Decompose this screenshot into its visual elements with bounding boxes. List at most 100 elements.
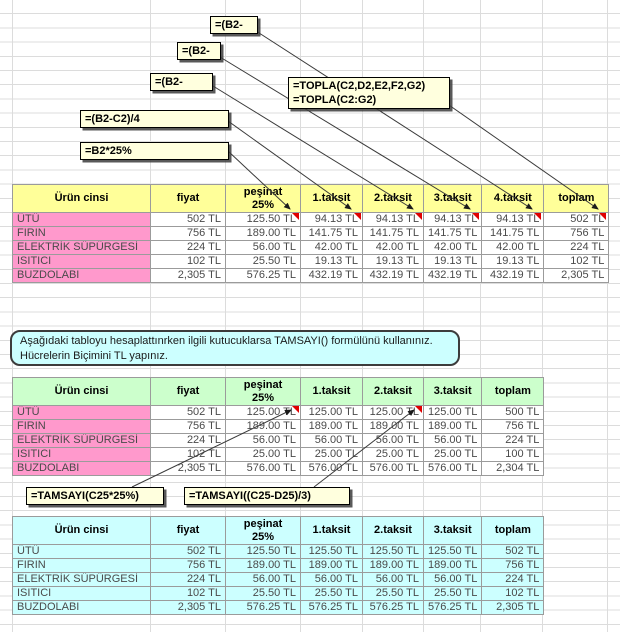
column-header-cell[interactable]: 1.taksit bbox=[300, 377, 363, 406]
value-cell[interactable]: 42.00 TL bbox=[300, 240, 363, 255]
value-cell[interactable]: 224 TL bbox=[481, 433, 545, 448]
product-name-cell[interactable]: ISITICI bbox=[12, 254, 151, 269]
value-cell[interactable]: 576.25 TL bbox=[225, 268, 301, 283]
value-cell[interactable]: 56.00 TL bbox=[422, 572, 483, 587]
formula-callout-4taksit[interactable]: =(B2- bbox=[210, 16, 258, 34]
value-cell[interactable]: 56.00 TL bbox=[225, 240, 301, 255]
value-cell[interactable]: 576.25 TL bbox=[362, 600, 424, 615]
value-cell[interactable]: 94.13 TL bbox=[422, 212, 483, 227]
value-cell[interactable]: 25.50 TL bbox=[225, 586, 301, 601]
value-cell[interactable]: 102 TL bbox=[150, 447, 226, 462]
value-cell[interactable]: 56.00 TL bbox=[362, 433, 424, 448]
product-name-cell[interactable]: ÜTÜ bbox=[12, 405, 151, 420]
value-cell[interactable]: 432.19 TL bbox=[362, 268, 424, 283]
formula-callout-tamsayi-taksit[interactable]: =TAMSAYI((C25-D25)/3) bbox=[184, 487, 350, 505]
value-cell[interactable]: 432.19 TL bbox=[481, 268, 545, 283]
column-header-cell[interactable]: 1.taksit bbox=[300, 184, 363, 213]
value-cell[interactable]: 42.00 TL bbox=[422, 240, 483, 255]
value-cell[interactable]: 502 TL bbox=[150, 405, 226, 420]
value-cell[interactable]: 2,305 TL bbox=[481, 600, 545, 615]
product-name-cell[interactable]: FIRIN bbox=[12, 226, 151, 241]
value-cell[interactable]: 42.00 TL bbox=[481, 240, 545, 255]
value-cell[interactable]: 432.19 TL bbox=[300, 268, 363, 283]
value-cell[interactable]: 189.00 TL bbox=[300, 419, 363, 434]
column-header-cell[interactable]: 2.taksit bbox=[362, 377, 424, 406]
column-header-cell[interactable]: 4.taksit bbox=[481, 184, 545, 213]
value-cell[interactable]: 94.13 TL bbox=[362, 212, 424, 227]
value-cell[interactable]: 125.50 TL bbox=[225, 544, 301, 559]
value-cell[interactable]: 2,305 TL bbox=[543, 268, 610, 283]
value-cell[interactable]: 102 TL bbox=[150, 586, 226, 601]
value-cell[interactable]: 576.00 TL bbox=[422, 461, 483, 476]
value-cell[interactable]: 125.50 TL bbox=[422, 544, 483, 559]
value-cell[interactable]: 224 TL bbox=[150, 433, 226, 448]
column-header-cell[interactable]: 2.taksit bbox=[362, 516, 424, 545]
value-cell[interactable]: 576.25 TL bbox=[225, 600, 301, 615]
formula-callout-2taksit[interactable]: =(B2- bbox=[150, 73, 213, 91]
value-cell[interactable]: 19.13 TL bbox=[300, 254, 363, 269]
value-cell[interactable]: 25.00 TL bbox=[300, 447, 363, 462]
value-cell[interactable]: 502 TL bbox=[481, 544, 545, 559]
value-cell[interactable]: 141.75 TL bbox=[362, 226, 424, 241]
formula-callout-toplam[interactable]: =TOPLA(C2,D2,E2,F2,G2) =TOPLA(C2:G2) bbox=[288, 77, 450, 109]
column-header-cell[interactable]: fiyat bbox=[150, 377, 226, 406]
value-cell[interactable]: 756 TL bbox=[150, 558, 226, 573]
value-cell[interactable]: 189.00 TL bbox=[422, 558, 483, 573]
value-cell[interactable]: 432.19 TL bbox=[422, 268, 483, 283]
value-cell[interactable]: 94.13 TL bbox=[300, 212, 363, 227]
value-cell[interactable]: 224 TL bbox=[481, 572, 545, 587]
value-cell[interactable]: 756 TL bbox=[481, 419, 545, 434]
column-header-cell[interactable]: Ürün cinsi bbox=[12, 377, 151, 406]
value-cell[interactable]: 189.00 TL bbox=[225, 226, 301, 241]
product-name-cell[interactable]: ELEKTRİK SÜPÜRGESİ bbox=[12, 240, 151, 255]
value-cell[interactable]: 502 TL bbox=[543, 212, 610, 227]
value-cell[interactable]: 502 TL bbox=[150, 544, 226, 559]
value-cell[interactable]: 125.00 TL bbox=[422, 405, 483, 420]
instruction-note[interactable]: Aşağıdaki tabloyu hesaplattınrken ilgili… bbox=[10, 330, 460, 366]
value-cell[interactable]: 56.00 TL bbox=[225, 433, 301, 448]
value-cell[interactable]: 500 TL bbox=[481, 405, 545, 420]
value-cell[interactable]: 224 TL bbox=[150, 572, 226, 587]
formula-callout-tamsayi-pesinat[interactable]: =TAMSAYI(C25*25%) bbox=[26, 487, 164, 505]
value-cell[interactable]: 42.00 TL bbox=[362, 240, 424, 255]
value-cell[interactable]: 756 TL bbox=[150, 226, 226, 241]
value-cell[interactable]: 2,305 TL bbox=[150, 268, 226, 283]
value-cell[interactable]: 25.00 TL bbox=[362, 447, 424, 462]
value-cell[interactable]: 125.50 TL bbox=[300, 544, 363, 559]
product-name-cell[interactable]: BUZDOLABI bbox=[12, 461, 151, 476]
value-cell[interactable]: 25.50 TL bbox=[300, 586, 363, 601]
value-cell[interactable]: 224 TL bbox=[543, 240, 610, 255]
value-cell[interactable]: 141.75 TL bbox=[422, 226, 483, 241]
product-name-cell[interactable]: FIRIN bbox=[12, 558, 151, 573]
column-header-cell[interactable]: Ürün cinsi bbox=[12, 516, 151, 545]
product-name-cell[interactable]: ÜTÜ bbox=[12, 212, 151, 227]
value-cell[interactable]: 102 TL bbox=[543, 254, 610, 269]
value-cell[interactable]: 19.13 TL bbox=[481, 254, 545, 269]
value-cell[interactable]: 102 TL bbox=[481, 586, 545, 601]
value-cell[interactable]: 25.50 TL bbox=[225, 254, 301, 269]
value-cell[interactable]: 756 TL bbox=[150, 419, 226, 434]
value-cell[interactable]: 125.50 TL bbox=[362, 544, 424, 559]
value-cell[interactable]: 189.00 TL bbox=[422, 419, 483, 434]
value-cell[interactable]: 189.00 TL bbox=[225, 419, 301, 434]
column-header-cell[interactable]: 3.taksit bbox=[422, 184, 483, 213]
column-header-cell[interactable]: 3.taksit bbox=[422, 377, 483, 406]
value-cell[interactable]: 56.00 TL bbox=[300, 572, 363, 587]
value-cell[interactable]: 25.50 TL bbox=[362, 586, 424, 601]
value-cell[interactable]: 125.00 TL bbox=[300, 405, 363, 420]
value-cell[interactable]: 94.13 TL bbox=[481, 212, 545, 227]
value-cell[interactable]: 19.13 TL bbox=[422, 254, 483, 269]
value-cell[interactable]: 189.00 TL bbox=[300, 558, 363, 573]
product-name-cell[interactable]: BUZDOLABI bbox=[12, 268, 151, 283]
value-cell[interactable]: 576.00 TL bbox=[300, 461, 363, 476]
value-cell[interactable]: 756 TL bbox=[543, 226, 610, 241]
formula-callout-pesinat[interactable]: =B2*25% bbox=[80, 142, 229, 160]
value-cell[interactable]: 2,305 TL bbox=[150, 600, 226, 615]
product-name-cell[interactable]: FIRIN bbox=[12, 419, 151, 434]
value-cell[interactable]: 19.13 TL bbox=[362, 254, 424, 269]
value-cell[interactable]: 125.50 TL bbox=[225, 212, 301, 227]
value-cell[interactable]: 25.00 TL bbox=[225, 447, 301, 462]
column-header-cell[interactable]: fiyat bbox=[150, 184, 226, 213]
product-name-cell[interactable]: ISITICI bbox=[12, 586, 151, 601]
column-header-cell[interactable]: peşinat 25% bbox=[225, 516, 301, 545]
